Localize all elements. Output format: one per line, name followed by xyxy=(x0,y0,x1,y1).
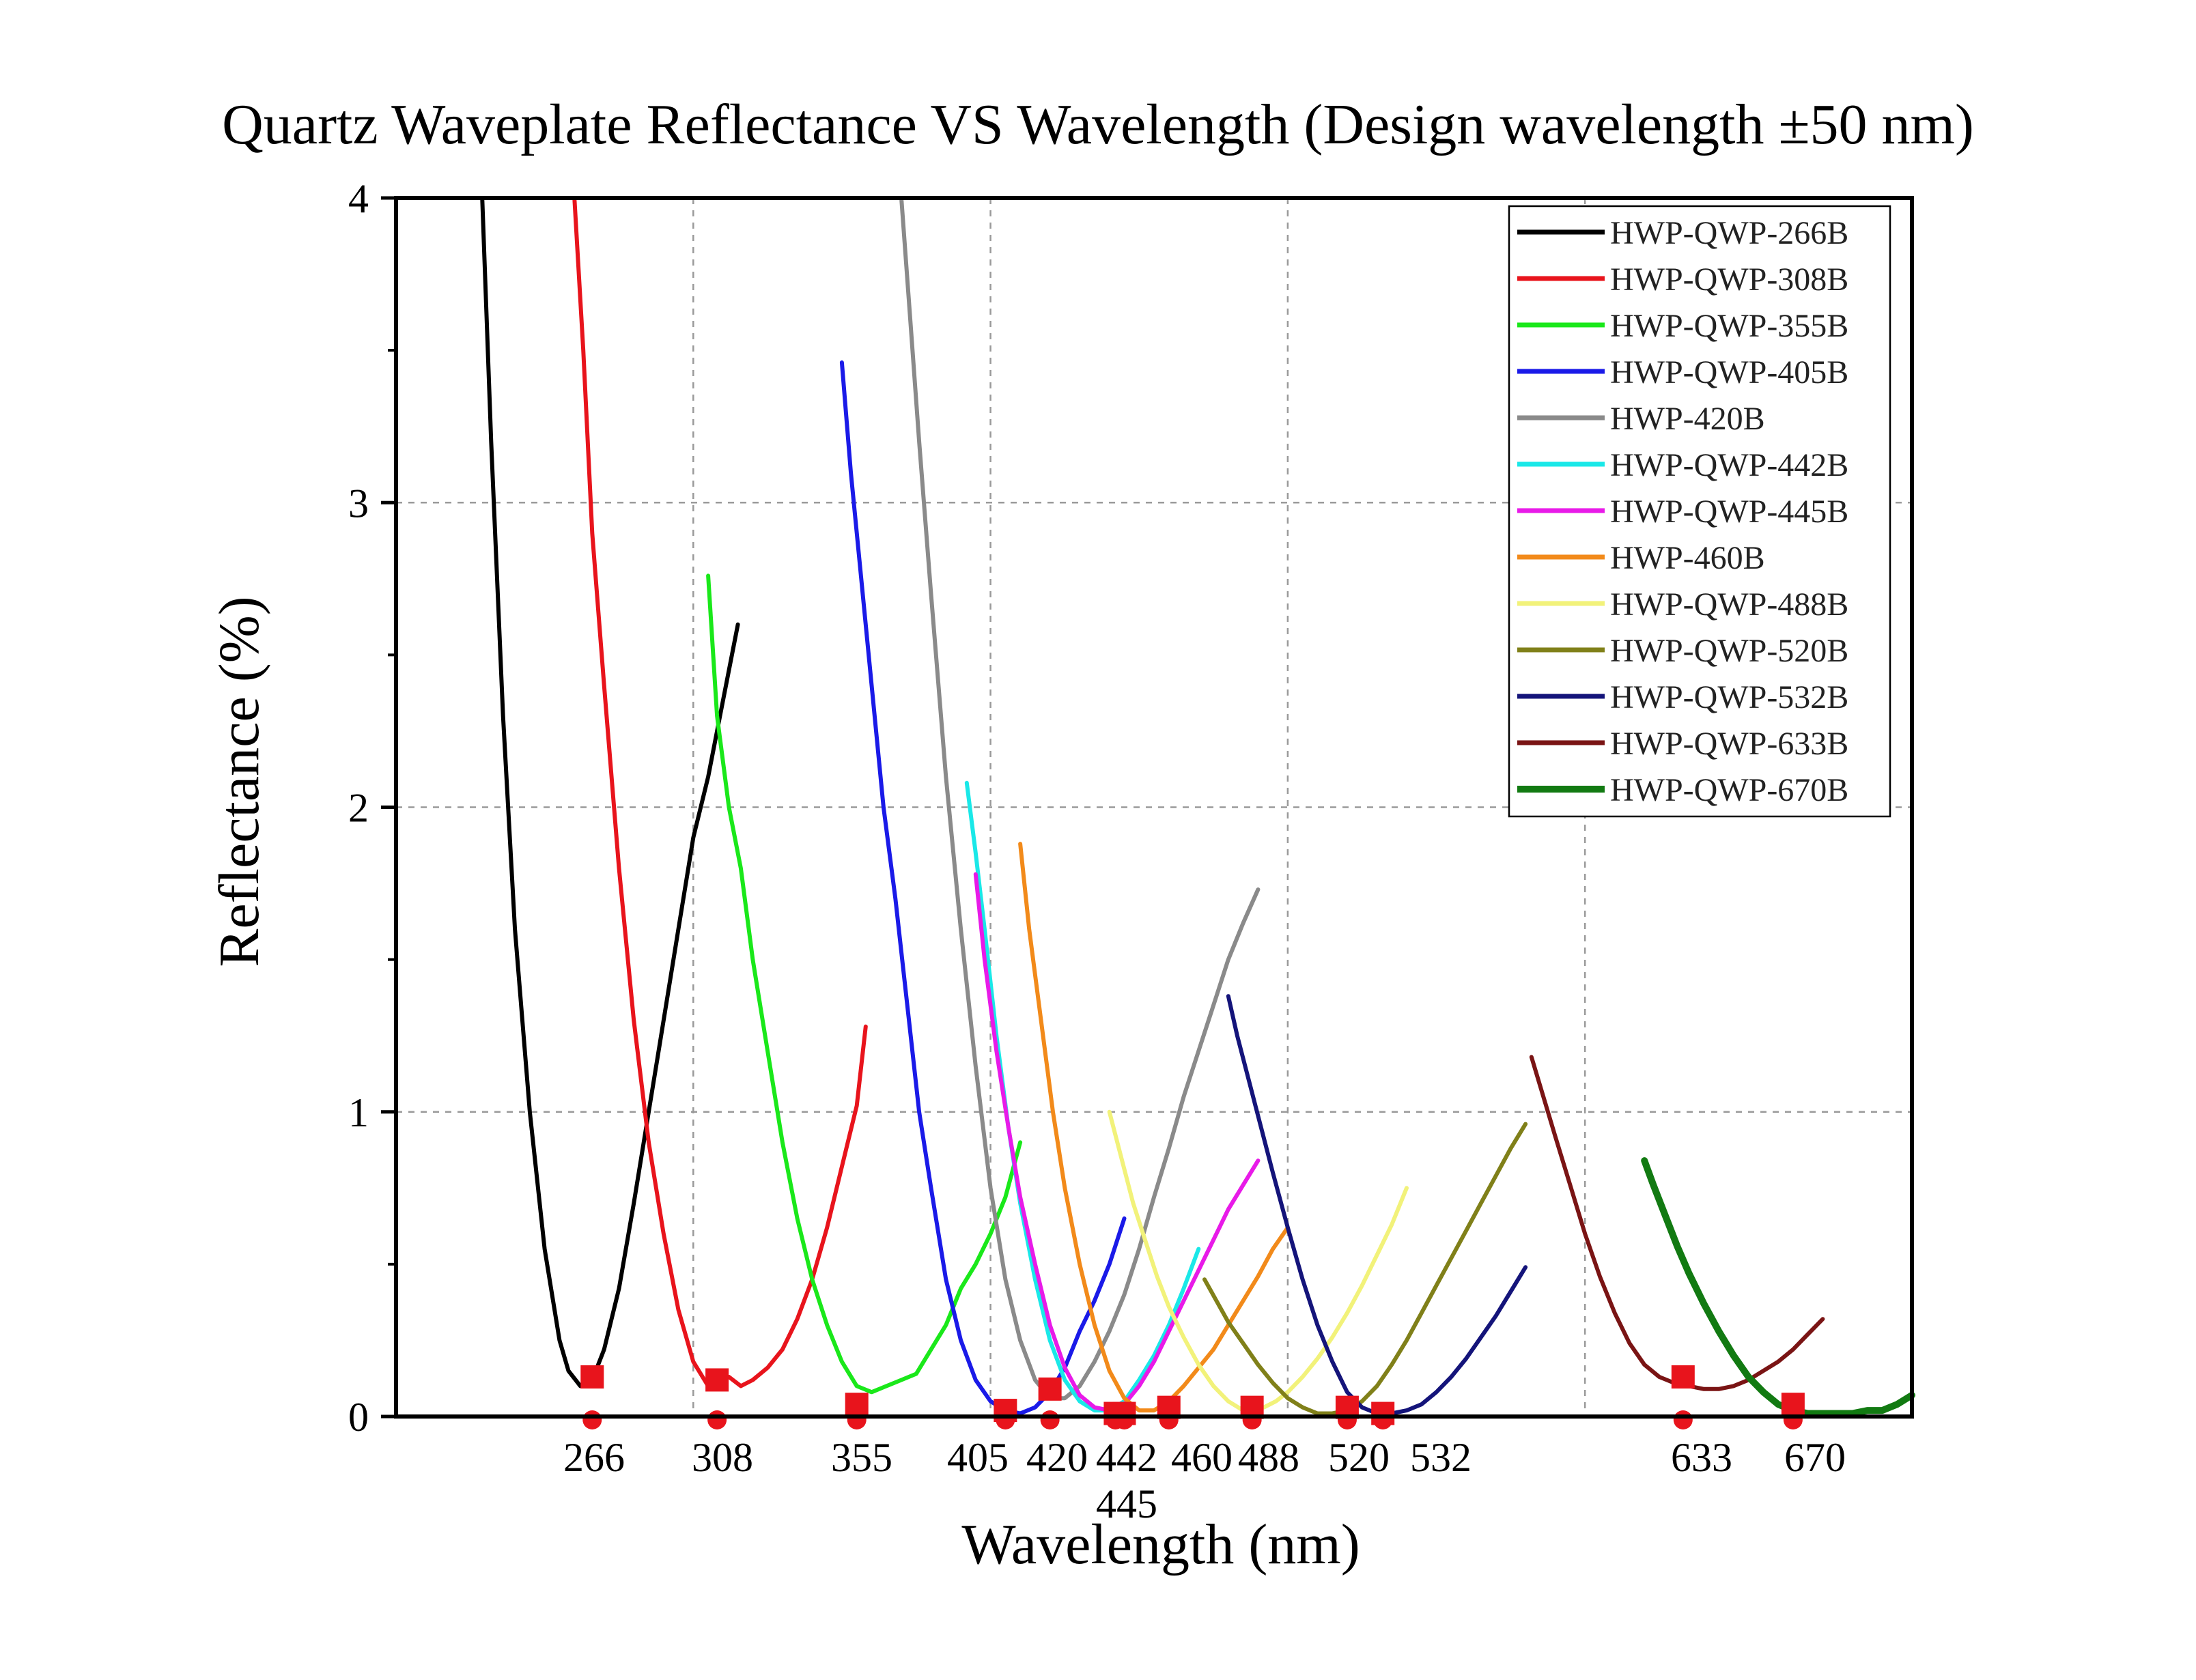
y-tick-label-2: 2 xyxy=(348,786,369,831)
marker-square-1 xyxy=(705,1368,729,1392)
series-line-3 xyxy=(839,360,1127,1416)
y-axis-label: Reflectance (%) xyxy=(208,596,271,967)
y-tick-label-1: 1 xyxy=(348,1090,369,1135)
marker-circle-7 xyxy=(1159,1410,1179,1429)
marker-circle-1 xyxy=(707,1410,727,1429)
series-line-10 xyxy=(1226,994,1528,1416)
legend-label-5: HWP-QWP-442B xyxy=(1610,447,1848,483)
marker-square-11 xyxy=(1671,1365,1695,1389)
marker-circle-10 xyxy=(1373,1410,1393,1429)
legend-label-7: HWP-460B xyxy=(1610,540,1765,576)
x-tick-label-5: 442 xyxy=(1096,1435,1157,1480)
x-tick-label-7: 460 xyxy=(1171,1435,1233,1480)
marker-circle-8 xyxy=(1242,1410,1262,1429)
marker-square-4 xyxy=(1038,1377,1062,1401)
marker-circle-11 xyxy=(1673,1410,1693,1429)
x-tick-label-1: 308 xyxy=(692,1435,753,1480)
series-line-7 xyxy=(1018,842,1290,1413)
x-tick-label-12: 670 xyxy=(1784,1435,1846,1480)
series-line-5 xyxy=(964,780,1201,1413)
series-line-9 xyxy=(1202,1122,1528,1416)
y-tick-label-4: 4 xyxy=(348,176,369,221)
x-tick-label-4: 420 xyxy=(1026,1435,1088,1480)
x-tick-label-3: 405 xyxy=(947,1435,1009,1480)
legend-label-9: HWP-QWP-520B xyxy=(1610,633,1848,669)
marker-circle-0 xyxy=(582,1410,602,1429)
legend-label-10: HWP-QWP-532B xyxy=(1610,679,1848,715)
legend-label-3: HWP-QWP-405B xyxy=(1610,354,1848,390)
series-line-0 xyxy=(480,196,740,1389)
marker-circle-3 xyxy=(996,1410,1015,1429)
legend-label-8: HWP-QWP-488B xyxy=(1610,586,1848,623)
x-tick-label-0: 266 xyxy=(563,1435,625,1480)
marker-square-0 xyxy=(580,1365,604,1389)
legend: HWP-QWP-266B HWP-QWP-308B HWP-QWP-355B HWP-… xyxy=(1508,205,1891,818)
y-tick-label-3: 3 xyxy=(348,481,369,526)
legend-label-11: HWP-QWP-633B xyxy=(1610,726,1848,762)
legend-label-4: HWP-420B xyxy=(1610,401,1765,437)
marker-circle-6 xyxy=(1114,1410,1134,1429)
x-tick-label-2: 355 xyxy=(831,1435,892,1480)
legend-label-1: HWP-QWP-308B xyxy=(1610,261,1848,298)
x-tick-label-11: 633 xyxy=(1671,1435,1732,1480)
legend-label-0: HWP-QWP-266B xyxy=(1610,215,1848,251)
marker-circle-12 xyxy=(1783,1410,1803,1429)
x-tick-label-8: 488 xyxy=(1238,1435,1299,1480)
series-line-2 xyxy=(706,573,1023,1395)
legend-label-12: HWP-QWP-670B xyxy=(1610,772,1848,808)
legend-label-6: HWP-QWP-445B xyxy=(1610,494,1848,530)
marker-circle-2 xyxy=(847,1410,867,1429)
series-line-12 xyxy=(1641,1157,1915,1417)
legend-label-2: HWP-QWP-355B xyxy=(1610,308,1848,344)
y-tick-label-0: 0 xyxy=(348,1395,369,1440)
marker-circle-4 xyxy=(1040,1410,1060,1429)
chart-title: Quartz Waveplate Reflectance VS Waveleng… xyxy=(222,93,1974,156)
x-tick-label-10: 532 xyxy=(1410,1435,1472,1480)
marker-circle-9 xyxy=(1337,1410,1357,1429)
x-axis-label: Wavelength (nm) xyxy=(961,1513,1360,1576)
x-tick-label-6: 445 xyxy=(1096,1481,1157,1526)
x-tick-label-9: 520 xyxy=(1328,1435,1390,1480)
